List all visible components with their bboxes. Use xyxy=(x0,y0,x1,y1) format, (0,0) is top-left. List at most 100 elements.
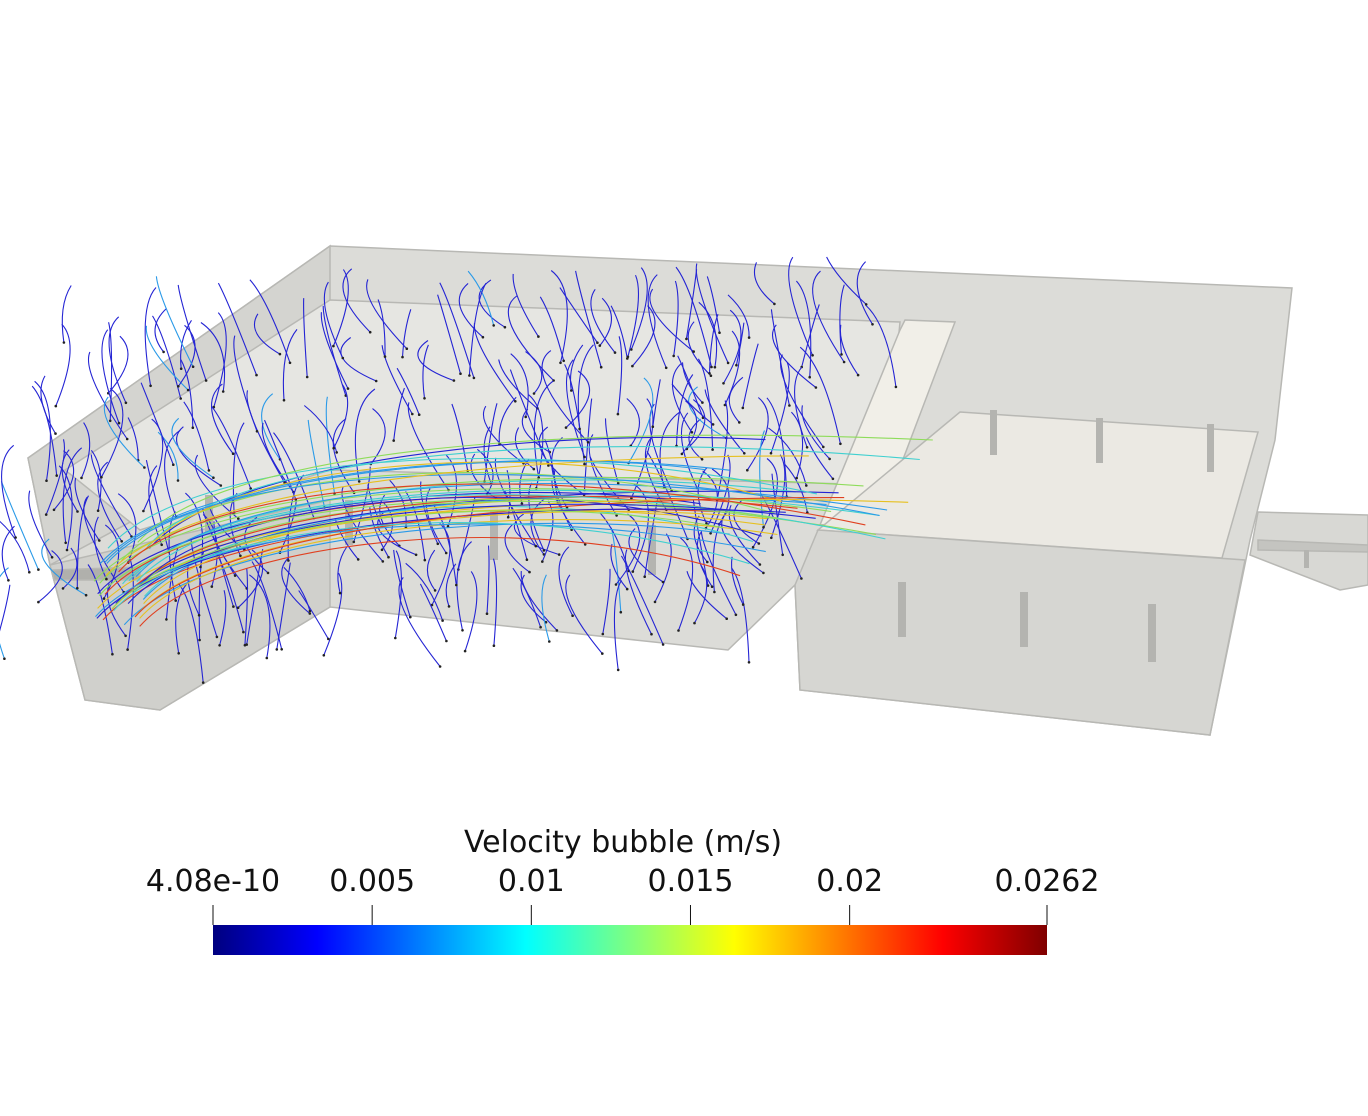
streamline-end xyxy=(735,363,738,367)
streamline xyxy=(97,491,701,595)
colorbar xyxy=(213,925,1047,955)
streamline-end xyxy=(743,452,746,455)
streamline-end xyxy=(461,629,464,632)
streamline xyxy=(298,590,329,640)
streamline-end xyxy=(555,629,559,632)
streamline xyxy=(108,322,113,421)
streamline-end xyxy=(701,401,704,404)
streamline xyxy=(624,549,652,635)
streamline-end xyxy=(564,426,568,429)
streamline-end xyxy=(757,542,761,545)
streamline-end xyxy=(583,455,586,459)
streamline xyxy=(671,363,693,433)
streamline-end xyxy=(828,457,831,461)
streamline-end xyxy=(706,584,710,587)
streamline xyxy=(139,519,778,619)
streamline-end xyxy=(374,379,378,383)
streamline xyxy=(575,270,602,368)
streamline xyxy=(617,336,623,415)
streamline-end xyxy=(409,615,412,619)
streamline xyxy=(510,353,529,418)
streamline xyxy=(87,351,128,440)
streamline xyxy=(468,282,487,376)
streamline xyxy=(334,518,359,560)
streamline xyxy=(366,279,408,350)
streamline-end xyxy=(525,558,529,561)
streamline-end xyxy=(64,541,67,545)
streamline-end xyxy=(871,323,874,326)
streamline xyxy=(483,403,498,482)
streamline xyxy=(28,490,53,558)
streamline xyxy=(105,455,809,577)
streamline xyxy=(742,343,759,409)
streamline-end xyxy=(96,509,100,512)
streamline xyxy=(76,495,89,589)
streamline-end xyxy=(210,585,214,588)
streamline-end xyxy=(746,468,749,472)
streamline-end xyxy=(447,605,451,608)
streamline-end xyxy=(661,643,665,646)
streamline xyxy=(103,524,120,599)
streamline-end xyxy=(7,579,10,582)
streamline-end xyxy=(741,406,745,410)
streamline xyxy=(539,296,565,361)
streamline xyxy=(121,471,775,561)
streamline xyxy=(507,295,554,381)
streamline-end xyxy=(232,605,235,608)
streamline xyxy=(521,408,550,453)
streamline xyxy=(677,537,694,631)
streamline xyxy=(320,312,349,389)
streamline-end xyxy=(438,665,442,668)
streamline xyxy=(273,432,315,519)
streamline-end xyxy=(108,419,112,423)
streamline-end xyxy=(288,361,292,365)
streamline xyxy=(565,574,603,654)
streamline xyxy=(354,388,376,482)
streamline-end xyxy=(149,384,152,388)
streamline xyxy=(417,340,455,382)
streamline xyxy=(723,309,742,384)
streamline xyxy=(464,571,478,652)
streamline xyxy=(504,523,530,573)
streamline-end xyxy=(368,330,372,334)
streamline-end xyxy=(62,341,66,344)
streamline xyxy=(419,583,447,642)
streamline-end xyxy=(212,476,215,480)
streamline xyxy=(812,270,845,363)
streamline-end xyxy=(423,558,427,562)
streamline-end xyxy=(557,553,561,556)
streamline xyxy=(370,408,386,465)
streamline xyxy=(610,305,628,359)
streamline-end xyxy=(547,464,550,467)
streamline xyxy=(142,418,164,512)
streamline-end xyxy=(61,587,65,590)
streamline-end xyxy=(143,466,146,469)
streamline-end xyxy=(548,640,551,643)
streamline-end xyxy=(308,609,312,613)
streamline xyxy=(801,304,820,368)
streamline-end xyxy=(160,543,163,547)
tick-label: 0.005 xyxy=(329,864,415,899)
streamline xyxy=(694,564,708,624)
streamline xyxy=(332,269,349,347)
streamline-end xyxy=(191,365,195,369)
streamline xyxy=(53,450,75,511)
streamline xyxy=(80,422,91,479)
streamline-end xyxy=(626,355,630,359)
streamline xyxy=(177,582,204,683)
streamline-end xyxy=(769,451,773,455)
streamline xyxy=(753,262,775,305)
streamline-end xyxy=(177,385,180,388)
streamline-end xyxy=(327,637,330,641)
streamline-end xyxy=(664,366,668,370)
streamline-end xyxy=(596,341,599,345)
streamline-end xyxy=(125,437,129,441)
streamline xyxy=(558,546,574,616)
streamline xyxy=(405,562,444,621)
streamline-end xyxy=(126,648,129,651)
streamline xyxy=(564,364,586,465)
streamline-end xyxy=(237,517,240,520)
streamline-end xyxy=(197,614,201,617)
streamline xyxy=(610,527,622,613)
streamline xyxy=(687,321,712,377)
